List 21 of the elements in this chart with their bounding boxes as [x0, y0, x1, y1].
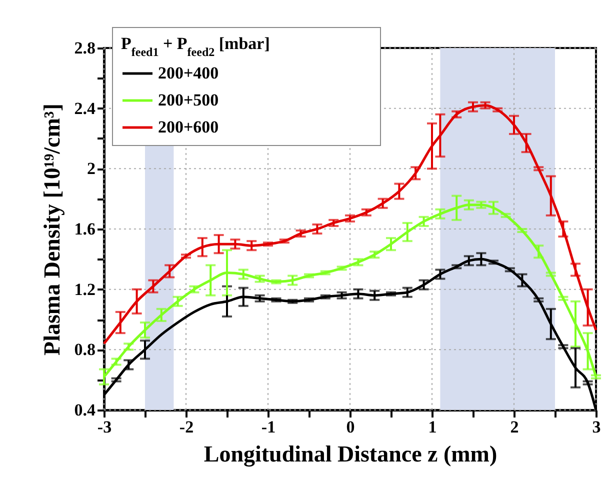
y-tick-label: 1.6	[74, 220, 96, 238]
x-tick-label: 2	[510, 418, 519, 436]
x-tick-label: 0	[346, 418, 355, 436]
x-tick-label: 3	[592, 418, 601, 436]
legend-label: 200+500	[158, 90, 219, 110]
y-tick-label: 0.8	[74, 340, 96, 360]
y-tick-label: 2.4	[74, 98, 96, 118]
line-series	[102, 104, 598, 345]
legend-label: 200+600	[158, 118, 219, 136]
y-tick-label: 0.4	[74, 400, 96, 420]
x-axis-title: Longitudinal Distance z (mm)	[204, 442, 498, 468]
legend-title: P$_{feed1}$ + P$_{feed2}$ [mbar]	[121, 34, 270, 59]
x-tick-label: -3	[97, 418, 112, 436]
y-axis-title: Plasma Density [10¹⁹/cm³]	[39, 104, 64, 356]
x-tick-label: -2	[179, 418, 194, 436]
legend-label: 200+400	[158, 64, 219, 82]
x-tick-label: -1	[261, 418, 276, 436]
x-tick-label: 1	[428, 418, 437, 436]
y-tick-label: 2	[87, 159, 96, 178]
y-tick-label: 1.2	[74, 280, 96, 299]
y-tick-label: 2.8	[74, 38, 96, 58]
